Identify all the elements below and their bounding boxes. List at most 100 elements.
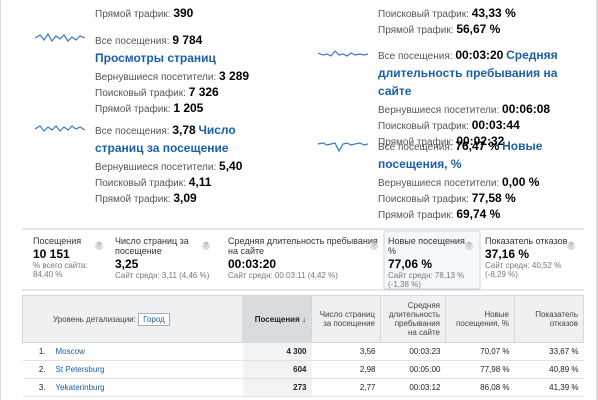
top-rows: Поисковый трафик: 43,33 % Прямой трафик: … xyxy=(378,5,588,37)
cell: 2,98 xyxy=(311,360,381,379)
metric-row: Прямой трафик: 390 xyxy=(95,5,273,21)
summary-title: Средняя длительность пребывания на сайте xyxy=(228,236,378,256)
city-link[interactable]: Moscow xyxy=(50,342,243,361)
table-row: 1. Moscow 4 300 3,56 00:03:23 70,07 % 33,67 % xyxy=(22,342,584,361)
metric-row: Прямой трафик: 1 205 xyxy=(95,100,273,116)
metric-label: Прямой трафик: xyxy=(95,9,171,20)
metric-value: 7 326 xyxy=(188,85,219,99)
data-table: Уровень детализации: Город Посещения ↓ Чис… xyxy=(22,295,584,397)
summary-sub: % всего сайта: 84,40 % xyxy=(33,261,88,279)
summary-cell: Посещения 10 151% всего сайта: 84,40 % xyxy=(33,236,103,279)
metric-block: Все посещения: 3,78 Число страниц за пос… xyxy=(95,122,273,206)
top-rows: Прямой трафик: 390 xyxy=(95,5,273,21)
metric-label: Прямой трафик: xyxy=(95,194,171,205)
cell: 00:05:00 xyxy=(380,360,446,379)
column-header: Средняя длительность пребывания на сайте xyxy=(380,295,446,343)
metric-row: Поисковый трафик: 43,33 % xyxy=(378,5,588,21)
cell: 86,08 % xyxy=(445,378,515,397)
summary-cell: Показатель отказов 37,16 % Сайт средн: 40,… xyxy=(485,236,575,279)
column-header: Показатель отказов xyxy=(514,295,584,343)
metric-value: 00:03:44 xyxy=(471,118,520,132)
metric-row: Вернувшиеся посетители: 3 289 xyxy=(95,68,273,84)
metric-name: Просмотры страниц xyxy=(95,51,216,65)
metric-value: 1 205 xyxy=(173,101,204,115)
metric-label: Прямой трафик: xyxy=(378,210,454,221)
metric-label: Вернувшиеся посетители: xyxy=(95,162,217,173)
metric-value: 76,47 % xyxy=(455,139,500,153)
metric-block: Все посещения: 00:03:20 Средняя длительн… xyxy=(378,47,588,149)
table-row: 2. St Petersburg 604 2,98 00:05:00 77,98 % 40,… xyxy=(22,360,584,379)
summary-cell: Новые посещения, % 77,06 % Сайт средн: 78,… xyxy=(388,236,473,289)
column-header[interactable]: Посещения ↓ xyxy=(242,295,312,343)
cell: 41,39 % xyxy=(514,378,584,397)
help-icon: ? xyxy=(202,242,210,250)
metric-value: 56,67 % xyxy=(456,22,501,36)
metric-value: 77,58 % xyxy=(471,191,516,205)
city-link[interactable]: Yekaterinburg xyxy=(50,378,243,397)
cell: 2. xyxy=(22,360,51,379)
summary-value: 37,16 % xyxy=(485,247,530,261)
metric-label: Поисковый трафик: xyxy=(378,121,469,132)
cell: 604 xyxy=(242,360,312,379)
sparkline xyxy=(317,142,369,153)
cell: 00:03:23 xyxy=(380,342,446,361)
sparkline xyxy=(317,50,369,57)
metric-label: Вернувшиеся посетители: xyxy=(378,178,500,189)
metric-name: Средняя длительность пребывания на сайте xyxy=(378,48,558,98)
summary-value: 00:03:20 xyxy=(228,257,277,271)
summary-title: Показатель отказов xyxy=(485,236,568,246)
detail-select[interactable]: Город xyxy=(138,312,170,326)
summary-value: 77,06 % xyxy=(388,257,433,271)
metric-head: Все посещения: 00:03:20 Средняя длительн… xyxy=(378,47,588,101)
metric-value: 00:06:08 xyxy=(502,102,551,116)
metric-name: Новые посещения, % xyxy=(378,139,543,171)
summary-title: Новые посещения, % xyxy=(388,236,468,256)
metric-row: Вернувшиеся посетители: 0,00 % xyxy=(378,174,588,190)
metric-value: 9 784 xyxy=(172,33,203,47)
metric-label: Все посещения: xyxy=(95,126,170,137)
metric-head: Все посещения: 76,47 % Новые посещения, … xyxy=(378,138,588,174)
metric-name: Число страниц за посещение xyxy=(95,123,236,155)
metric-label: Прямой трафик: xyxy=(378,25,454,36)
column-header: Новые посещения, % xyxy=(445,295,515,343)
sparkline xyxy=(34,125,86,132)
metric-value: 390 xyxy=(173,6,194,20)
detail-label: Уровень детализации: xyxy=(53,314,136,324)
metric-label: Прямой трафик: xyxy=(95,104,171,115)
metric-label: Поисковый трафик: xyxy=(378,9,469,20)
cell: 1. xyxy=(22,342,51,361)
metric-value: 3,09 xyxy=(173,191,197,205)
summary-sub: Сайт средн: 78,13 % (-1,38 %) xyxy=(388,271,465,289)
summary-title: Посещения xyxy=(33,236,82,246)
cell: 77,98 % xyxy=(445,360,515,379)
cell: 00:03:12 xyxy=(380,378,446,397)
metric-value: 00:03:20 xyxy=(455,48,504,62)
city-link[interactable]: St Petersburg xyxy=(50,360,243,379)
metric-label: Вернувшиеся посетители: xyxy=(95,72,217,83)
cell: 40,89 % xyxy=(514,360,584,379)
help-icon: ? xyxy=(567,242,575,250)
sparkline xyxy=(34,32,86,43)
cell: 3,56 xyxy=(311,342,381,361)
summary-value: 3,25 xyxy=(115,257,139,271)
metric-row: Прямой трафик: 56,67 % xyxy=(378,21,588,37)
summary-highlight xyxy=(383,230,481,290)
metric-row: Прямой трафик: 3,09 xyxy=(95,190,273,206)
metric-value: 3 289 xyxy=(219,69,250,83)
metric-label: Прямой трафик: xyxy=(378,137,454,148)
column-header: Число страниц за посещение xyxy=(311,295,381,343)
metric-label: Все посещения: xyxy=(378,142,453,153)
summary-title: Число страниц за посещение xyxy=(115,236,189,256)
metric-block: Все посещения: 9 784 Просмотры страниц Ве… xyxy=(95,32,273,116)
summary-value: 10 151 xyxy=(33,247,70,261)
metric-row: Поисковый трафик: 7 326 xyxy=(95,84,273,100)
metric-label: Вернувшиеся посетители: xyxy=(378,105,500,116)
cell: 2,77 xyxy=(311,378,381,397)
metric-row: Поисковый трафик: 77,58 % xyxy=(378,190,588,206)
metric-label: Поисковый трафик: xyxy=(378,194,469,205)
summary-cell: Средняя длительность пребывания на сайте… xyxy=(228,236,378,280)
metric-label: Все посещения: xyxy=(378,51,453,62)
metric-value: 5,40 xyxy=(219,159,243,173)
